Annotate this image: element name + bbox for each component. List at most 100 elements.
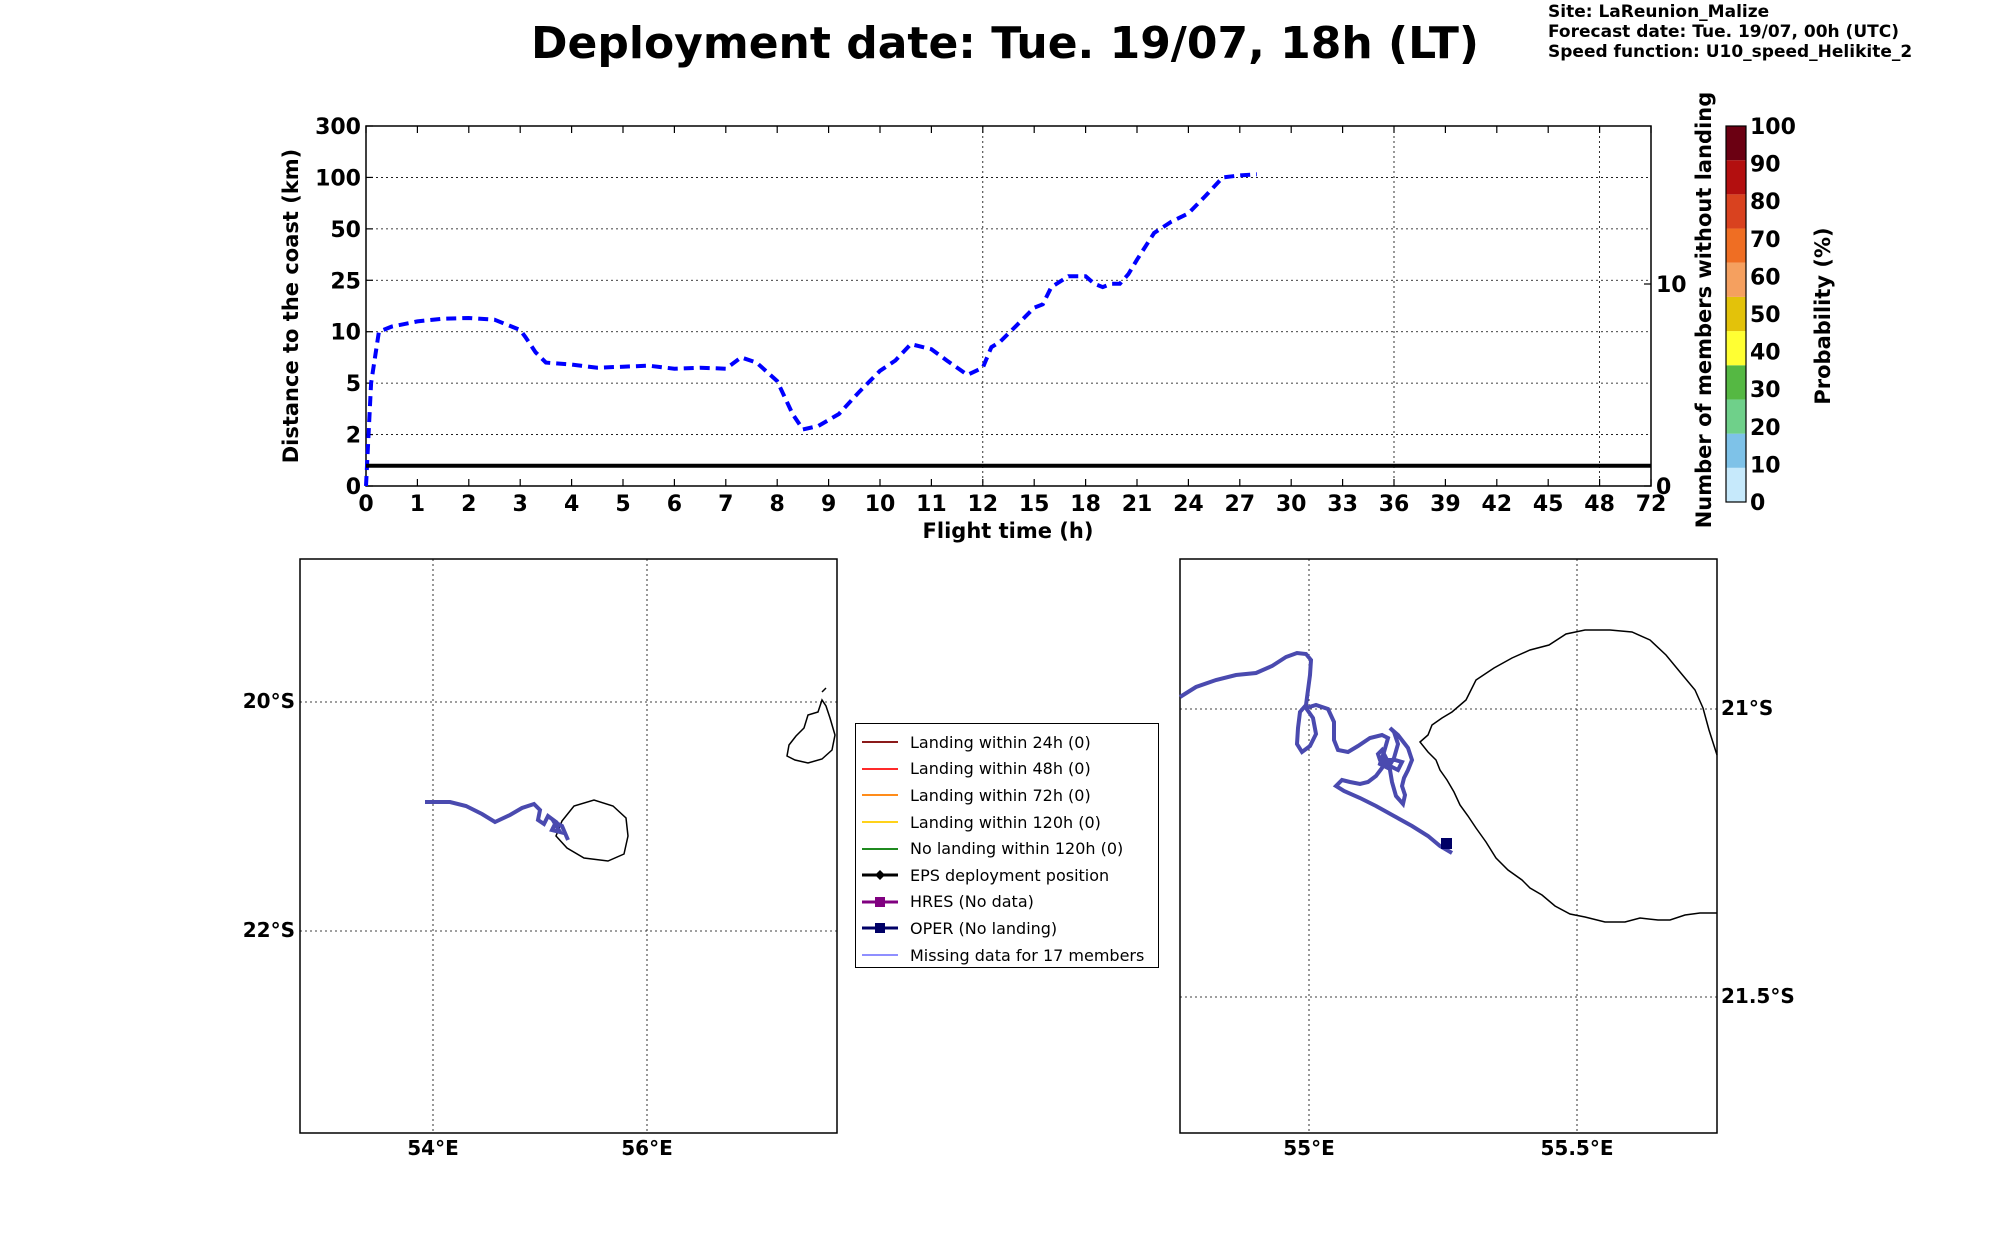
colorbar-segment [1726, 194, 1746, 229]
colorbar-segment [1726, 228, 1746, 263]
zoom-ytick-215s: 21.5°S [1721, 984, 1795, 1008]
x-tick-label: 18 [1070, 492, 1101, 517]
legend-label: HRES (No data) [910, 892, 1034, 912]
speed-function-label: Speed function: U10_speed_Helikite_2 [1548, 42, 1913, 62]
zoom-xtick-55e: 55°E [1283, 1136, 1335, 1160]
x-axis-label: Flight time (h) [923, 519, 1094, 543]
forecast-meta: Site: LaReunion_Malize Forecast date: Tu… [1548, 2, 1912, 62]
legend-box: Landing within 24h (0) Landing within 48h… [855, 723, 1159, 968]
y-tick-label: 100 [315, 166, 361, 191]
x-tick-label: 0 [358, 492, 373, 517]
colorbar-tick-label: 100 [1750, 115, 1796, 140]
y-tick-label: 25 [330, 269, 361, 294]
colorbar-tick-label: 50 [1750, 303, 1781, 328]
legend-item: Landing within 48h (0) [856, 756, 1158, 783]
legend-label: OPER (No landing) [910, 918, 1058, 938]
zoom-ytick-21s: 21°S [1721, 696, 1773, 720]
legend-swatch [862, 821, 898, 824]
legend-label: Landing within 72h (0) [910, 785, 1091, 805]
legend-swatch [862, 954, 898, 956]
colorbar-segment [1726, 296, 1746, 332]
probability-colorbar: 0 10 20 30 40 50 60 70 80 90 100 [1725, 115, 1796, 516]
x-tick-label: 27 [1224, 492, 1255, 517]
legend-item: Landing within 24h (0) [856, 729, 1158, 756]
chart-title: Deployment date: Tue. 19/07, 18h (LT) [531, 18, 1479, 69]
x-tick-label: 4 [564, 492, 579, 517]
overview-map-frame [299, 558, 838, 1134]
mauritius-coastline [786, 698, 836, 764]
overview-xtick-54e: 54°E [407, 1136, 459, 1160]
colorbar-frame [1725, 125, 1747, 503]
colorbar-segment [1726, 365, 1746, 400]
zoom-trajectory [1178, 650, 1454, 855]
x-tick-label: 10 [865, 492, 896, 517]
colorbar-segment [1726, 331, 1746, 366]
x-tick-label: 45 [1533, 492, 1564, 517]
x-tick-label: 3 [513, 492, 528, 517]
colorbar-segment [1726, 433, 1746, 468]
x-tick-label: 6 [667, 492, 682, 517]
x-tick-label: 1 [410, 492, 425, 517]
x-tick-label: 30 [1276, 492, 1307, 517]
y2-tick-label: 0 [1656, 475, 1671, 500]
x-tick-label: 15 [1019, 492, 1050, 517]
legend-swatch [862, 870, 898, 881]
legend-item: No landing within 120h (0) [856, 835, 1158, 862]
colorbar-tick-label: 20 [1750, 416, 1781, 441]
legend-swatch [862, 794, 898, 797]
y-axis-label: Distance to the coast (km) [279, 149, 303, 464]
legend-swatch [862, 923, 898, 934]
legend-item: Landing within 72h (0) [856, 782, 1158, 809]
x-tick-label: 24 [1173, 492, 1204, 517]
x-tick-label: 21 [1122, 492, 1153, 517]
overview-map: 54°E 56°E 20°S 22°S [243, 558, 838, 1160]
legend-label: Missing data for 17 members [910, 945, 1145, 965]
y-tick-label: 50 [330, 218, 361, 243]
mauritius-islet [821, 687, 827, 693]
distance-chart: 0 1 2 3 4 5 6 7 8 9 10 11 12 15 18 21 24 27 30 33 36 39 42 45 48… [279, 92, 1716, 543]
colorbar-segment [1726, 467, 1746, 502]
colorbar-tick-label: 40 [1750, 341, 1781, 366]
y-tick-label: 300 [315, 115, 361, 140]
x-tick-label: 7 [718, 492, 733, 517]
x-tick-label: 33 [1327, 492, 1358, 517]
x-tick-label: 42 [1481, 492, 1512, 517]
x-tick-label: 36 [1379, 492, 1410, 517]
y-tick-label: 5 [346, 372, 361, 397]
legend-label: EPS deployment position [910, 865, 1110, 885]
colorbar-segment [1726, 399, 1746, 434]
colorbar-tick-label: 10 [1750, 453, 1781, 478]
colorbar-segment [1726, 160, 1746, 195]
oper-deployment-marker [1441, 838, 1452, 849]
colorbar-tick-label: 90 [1750, 153, 1781, 178]
legend-swatch [862, 767, 898, 770]
x-tick-label: 72 [1636, 492, 1667, 517]
x-tick-label: 5 [615, 492, 630, 517]
legend-swatch [862, 741, 898, 744]
zoom-map-frame [1179, 558, 1718, 1134]
x-tick-label: 2 [461, 492, 476, 517]
distance-series-line [364, 172, 1258, 487]
colorbar-tick-label: 30 [1750, 378, 1781, 403]
legend-item: OPER (No landing) [856, 915, 1158, 942]
colorbar-label: Probability (%) [1811, 227, 1835, 404]
x-tick-label: 11 [916, 492, 947, 517]
forecast-date-label: Forecast date: Tue. 19/07, 00h (UTC) [1548, 22, 1899, 42]
overview-ytick-20s: 20°S [243, 689, 295, 713]
overview-xtick-56e: 56°E [621, 1136, 673, 1160]
x-tick-label: 8 [770, 492, 785, 517]
zoom-xtick-555e: 55.5°E [1540, 1136, 1613, 1160]
site-label: Site: LaReunion_Malize [1548, 2, 1770, 22]
reunion-coastline-overview [555, 799, 629, 862]
legend-swatch [862, 896, 898, 907]
zoom-map: 55°E 55.5°E 21°S 21.5°S [1178, 558, 1795, 1160]
distance-plot-frame [365, 125, 1652, 487]
y-tick-label: 2 [346, 424, 361, 449]
reunion-coastline-zoom [1418, 629, 1718, 923]
y2-tick-label: 10 [1656, 273, 1687, 298]
colorbar-tick-label: 60 [1750, 265, 1781, 290]
legend-item: HRES (No data) [856, 889, 1158, 916]
x-tick-label: 9 [821, 492, 836, 517]
overview-ytick-22s: 22°S [243, 918, 295, 942]
